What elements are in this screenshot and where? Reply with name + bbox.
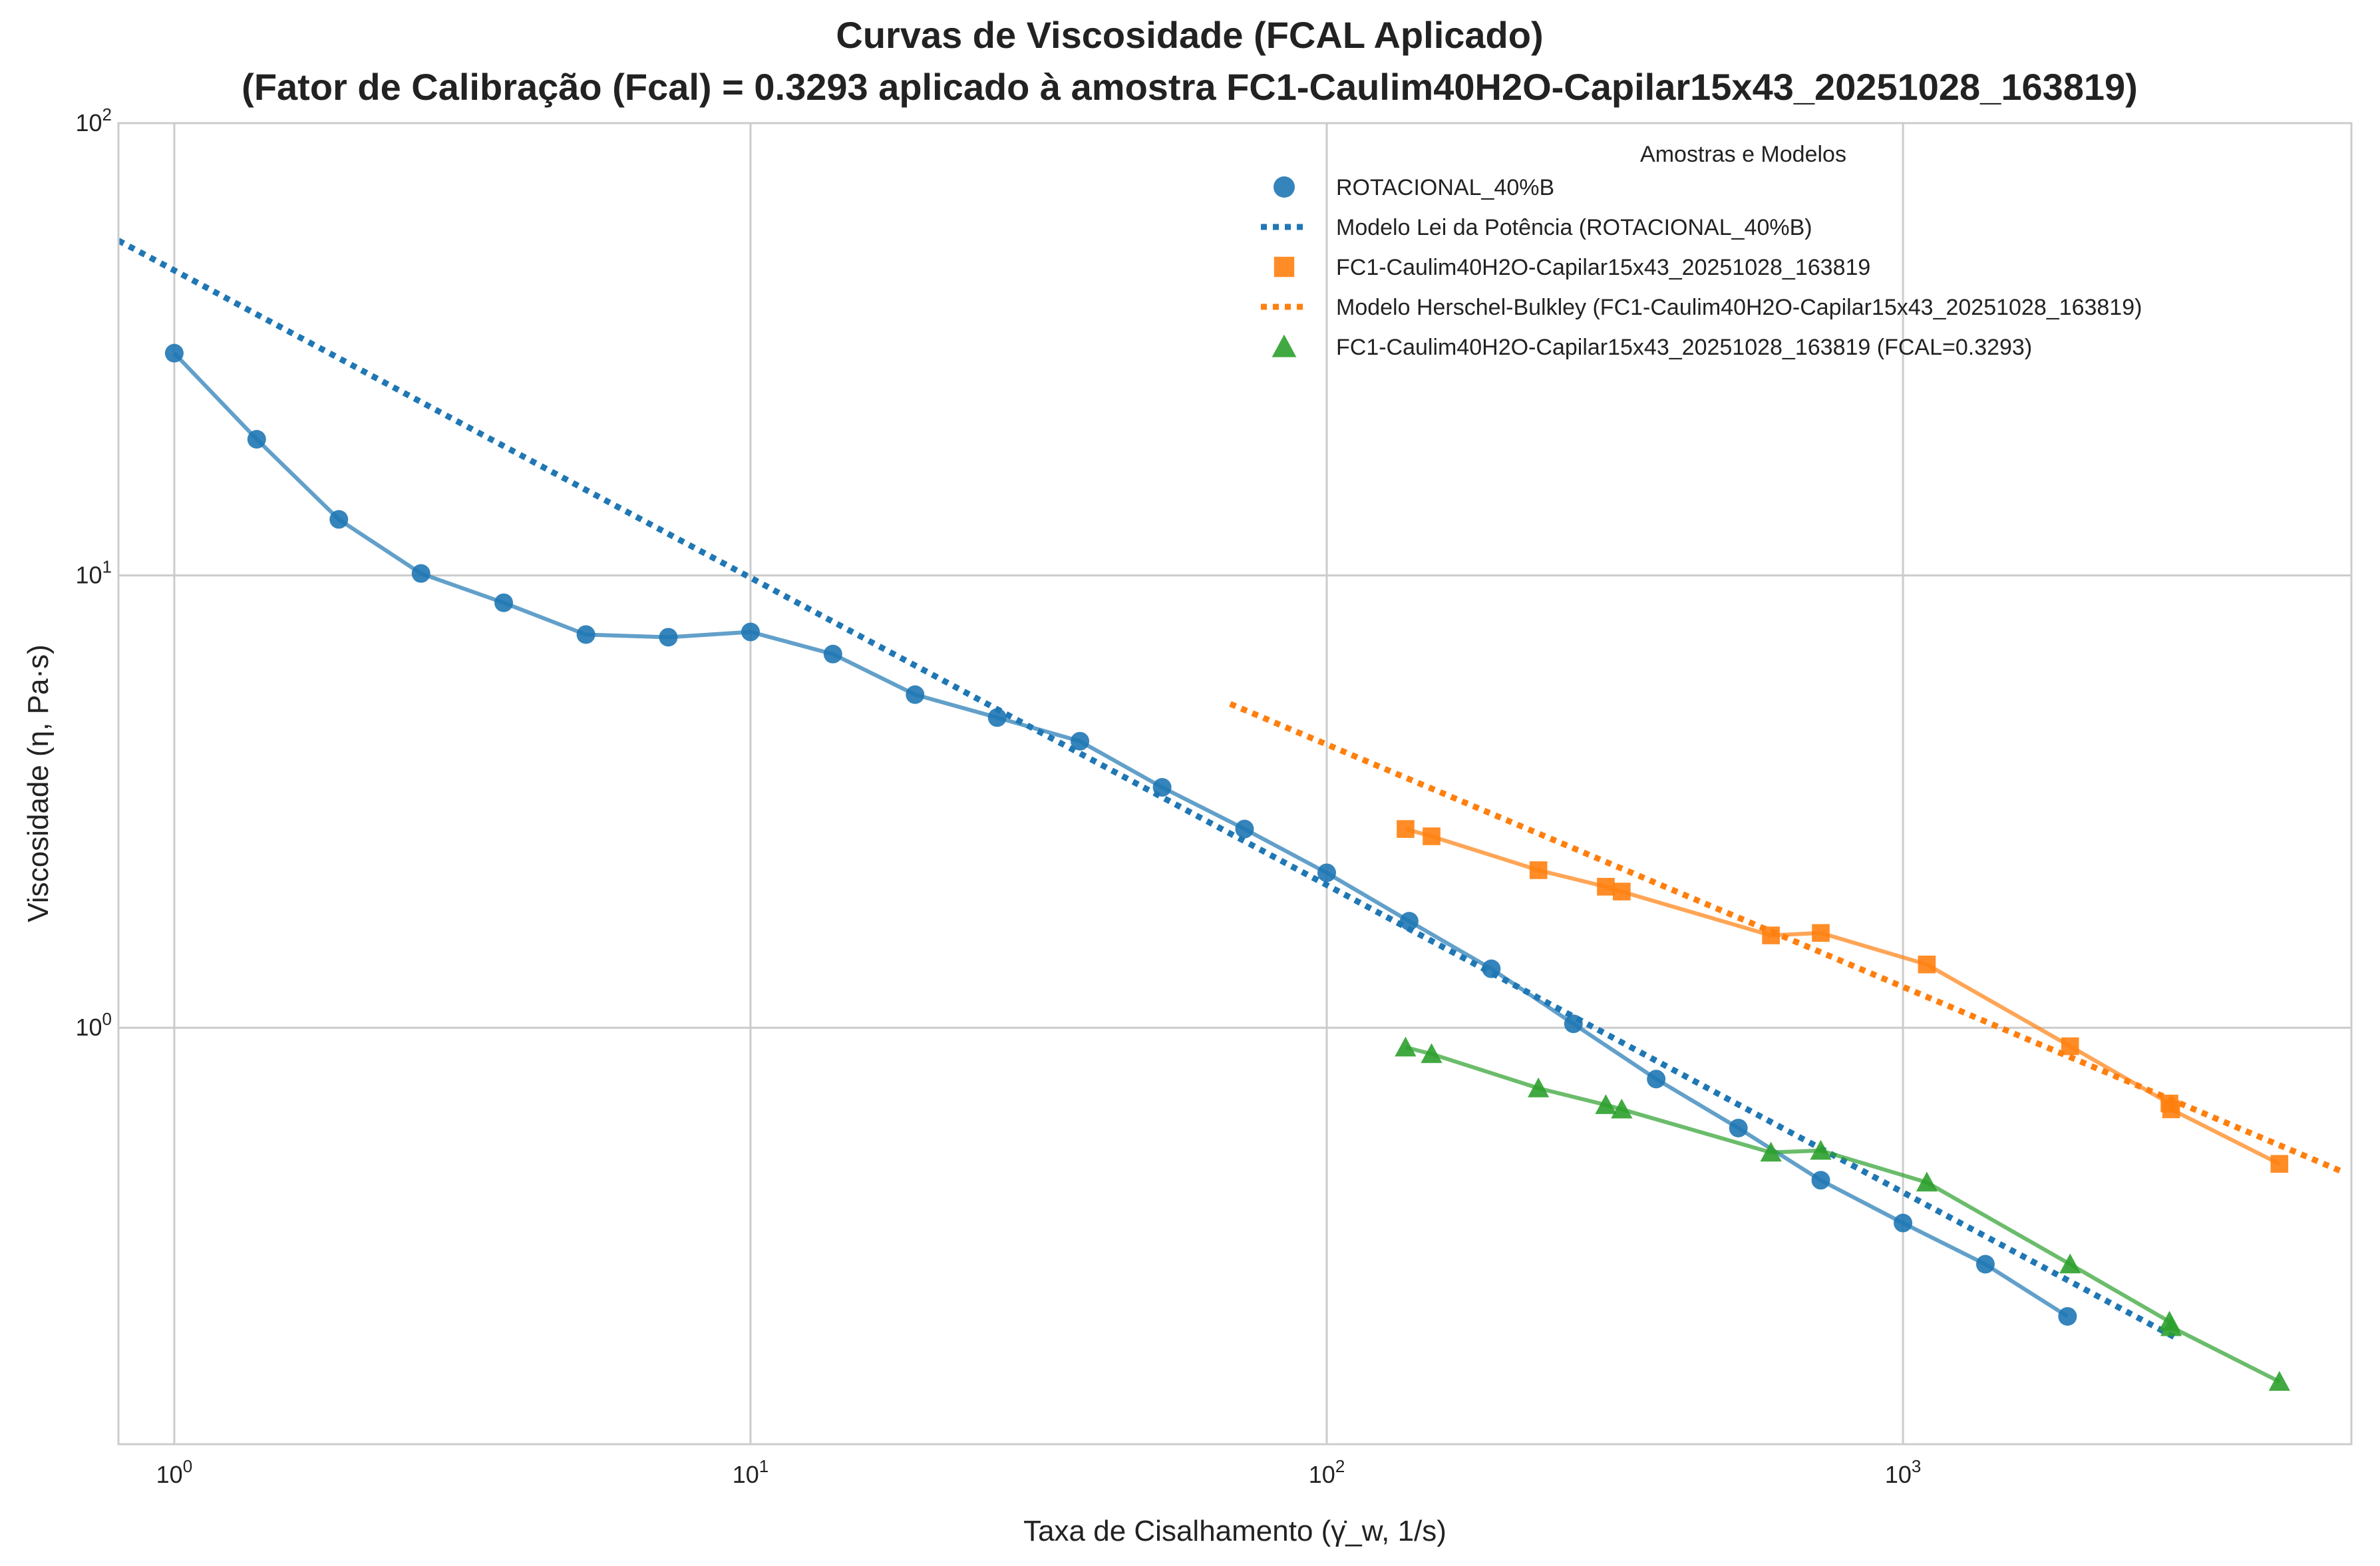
legend-label: Modelo Herschel-Bulkley (FC1-Caulim40H2O… [1336,295,2142,320]
data-point [2059,1253,2081,1274]
plot-frame [117,122,2353,1446]
series-layer [118,238,2344,1391]
legend: Amostras e Modelos ROTACIONAL_40%B Modelo… [1261,142,2142,360]
data-point [1812,924,1830,942]
data-point [494,593,514,612]
data-point [1235,819,1254,839]
data-point [1529,861,1548,879]
legend-label: ROTACIONAL_40%B [1336,175,1554,200]
data-point [1317,863,1337,882]
data-point [1421,1043,1443,1064]
data-point [164,343,184,363]
data-point [1810,1139,1832,1160]
data-point [1071,731,1090,751]
data-point [1395,1036,1417,1057]
data-point [2162,1100,2180,1119]
legend-label: FC1-Caulim40H2O-Capilar15x43_20251028_16… [1336,255,1870,280]
data-point [1397,820,1415,838]
legend-title: Amostras e Modelos [1640,142,1846,167]
data-point [659,628,678,647]
data-point [1760,1141,1782,1162]
plot-area [118,123,2351,1444]
data-point [1595,1094,1617,1114]
data-point [741,622,760,642]
x-tick-label: 103 [1885,1456,1922,1488]
data-point [2270,1155,2289,1173]
series-4 [1395,1036,2290,1391]
series-2 [1397,820,2289,1173]
data-point [1918,955,1936,974]
data-point [1647,1070,1666,1089]
chart-subtitle: (Fator de Calibração (Fcal) = 0.3293 apl… [242,66,2138,108]
data-point [411,564,430,583]
legend-label: FC1-Caulim40H2O-Capilar15x43_20251028_16… [1336,335,2032,360]
legend-marker-swatch [1272,334,1297,357]
legend-entry-4: FC1-Caulim40H2O-Capilar15x43_20251028_16… [1272,334,2032,360]
y-tick-label: 102 [75,104,112,136]
data-point [1611,1098,1633,1119]
data-point [1811,1171,1830,1190]
legend-entry-2: FC1-Caulim40H2O-Capilar15x43_20251028_16… [1274,255,1870,280]
legend-marker-swatch [1274,176,1295,198]
data-point [1399,912,1419,931]
data-point [329,510,349,529]
data-point [906,685,925,704]
data-point [1916,1171,1938,1192]
data-point [1894,1213,1913,1233]
series-3 [1229,701,2344,1175]
data-point [2058,1306,2077,1326]
y-tick-label: 100 [75,1009,112,1041]
data-point [576,625,595,644]
data-point [2268,1370,2290,1391]
data-point [987,708,1007,727]
x-axis-label: Taxa de Cisalhamento (γ̇_w, 1/s) [1023,1515,1446,1547]
y-axis-label: Viscosidade (η, Pa·s) [22,644,55,922]
x-tick-label: 100 [156,1456,193,1488]
tick-labels: 100 101 102 103 100 101 102 [75,104,1921,1488]
legend-marker-swatch [1274,256,1295,278]
x-tick-label: 102 [1309,1456,1345,1488]
data-point [1528,1077,1550,1097]
data-point [1597,878,1615,896]
data-point [1729,1118,1748,1137]
data-point [2160,1316,2182,1336]
series-0 [164,343,2077,1326]
data-point [1423,827,1441,845]
series-line [172,351,2069,1318]
chart-title: Curvas de Viscosidade (FCAL Aplicado) [836,14,1543,56]
legend-entry-1: Modelo Lei da Potência (ROTACIONAL_40%B) [1261,215,1812,240]
data-point [1975,1255,1995,1274]
model-line [1229,701,2344,1175]
legend-entry-0: ROTACIONAL_40%B [1274,175,1554,200]
legend-label: Modelo Lei da Potência (ROTACIONAL_40%B) [1336,215,1812,240]
y-tick-label: 101 [75,557,112,589]
data-point [1613,882,1631,900]
data-point [247,430,266,449]
x-tick-label: 101 [733,1456,769,1488]
legend-entry-3: Modelo Herschel-Bulkley (FC1-Caulim40H2O… [1261,295,2142,320]
data-point [823,644,842,664]
